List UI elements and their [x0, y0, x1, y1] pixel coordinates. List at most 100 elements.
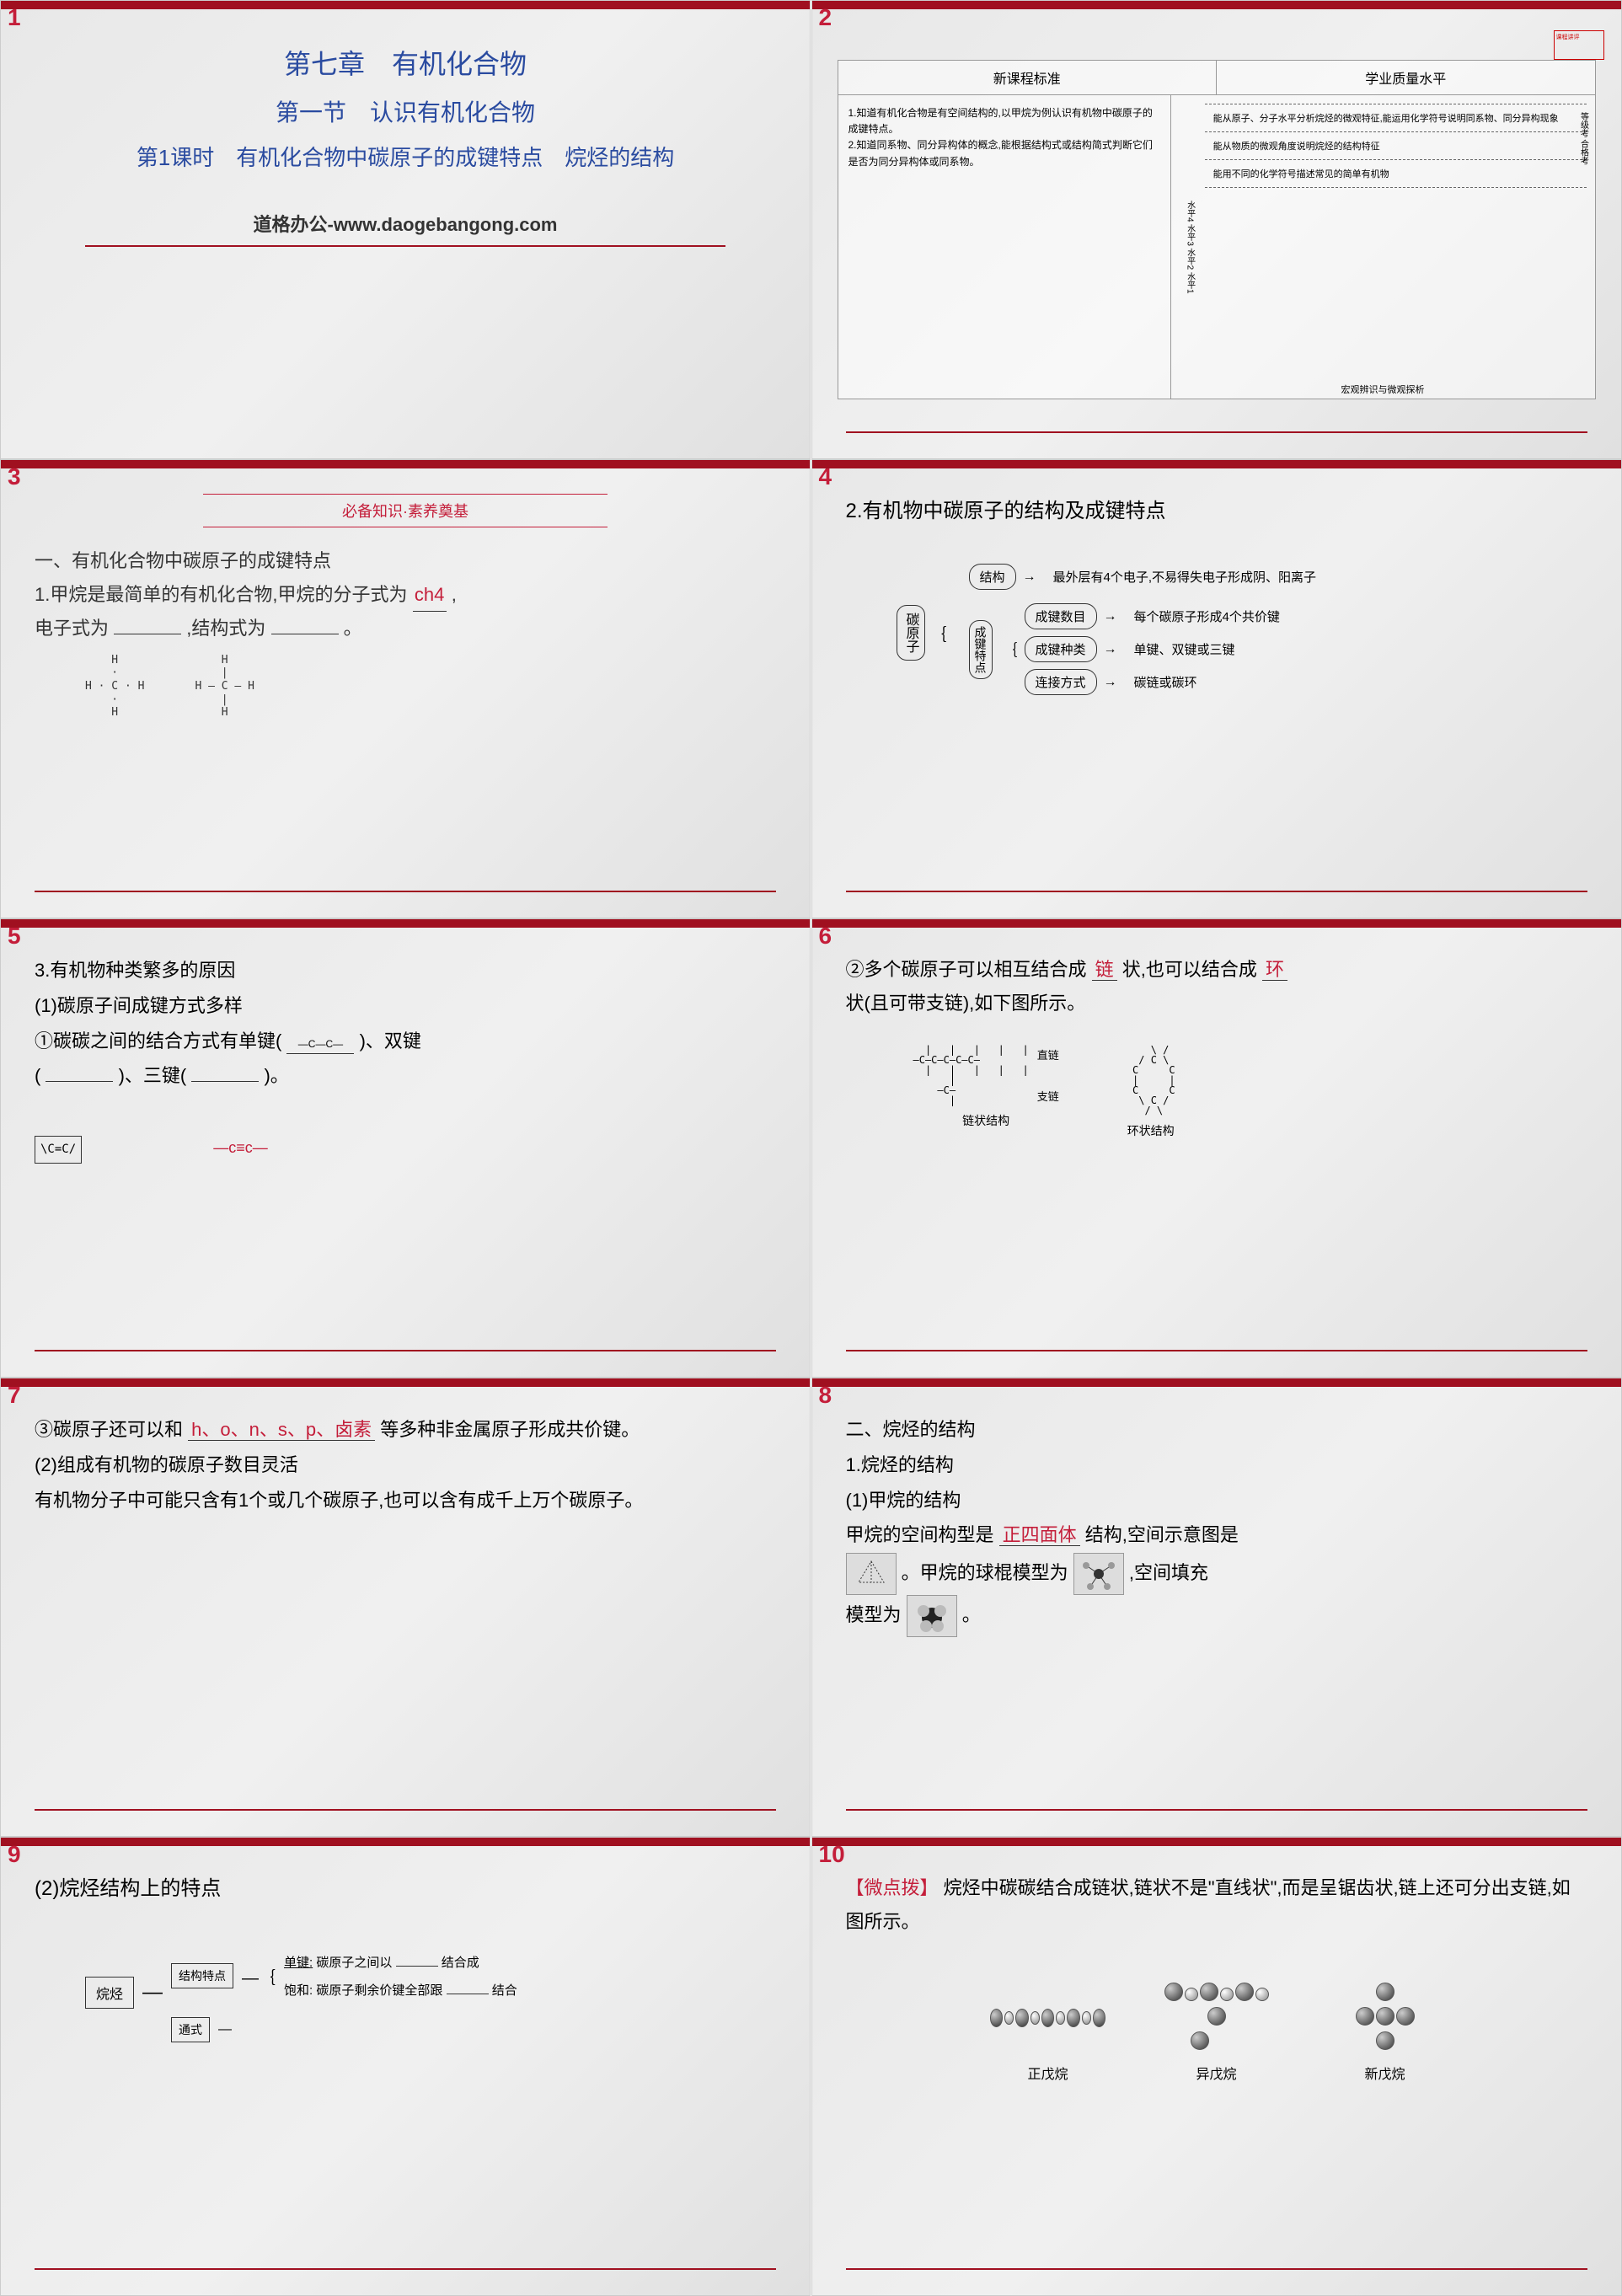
text: 碳原子之间以 [316, 1956, 392, 1970]
node-label: 连接方式 [1025, 669, 1097, 695]
blank [396, 1966, 438, 1967]
slide-content: ②多个碳原子可以相互结合成 链 状,也可以结合成 环 状(且可带支链),如下图所… [846, 953, 1587, 1343]
title: 3.有机物种类繁多的原因 [35, 953, 776, 988]
structural-formula: H | H — C — H | H [195, 654, 254, 720]
body-text: 3.有机物种类繁多的原因 (1)碳原子间成键方式多样 ①碳碳之间的结合方式有单键… [35, 953, 776, 1164]
slide-3: 3 必备知识·素养奠基 一、有机化合物中碳原子的成键特点 1.甲烷是最简单的有机… [0, 459, 811, 918]
isopentane-icon [1158, 1980, 1276, 2056]
bottom-line [35, 2268, 776, 2270]
line: 1.甲烷是最简单的有机化合物,甲烷的分子式为 ch4 , [35, 578, 776, 613]
molecule: 正戊烷 [989, 1980, 1107, 2083]
slide-content: 二、烷烃的结构 1.烷烃的结构 (1)甲烷的结构 甲烷的空间构型是 正四面体 结… [846, 1412, 1587, 1802]
slide-number: 2 [819, 4, 832, 31]
tree-diagram: 碳原子 ｛ 结构 → 最外层有4个电子,不易得失电子形成阴、阳离子 成键特点 ｛… [897, 557, 1587, 709]
line: ①碳碳之间的结合方式有单键( —C—C— )、双键 [35, 1024, 776, 1059]
sub-root: 成键特点 [969, 620, 993, 679]
section-title: 第一节 认识有机化合物 [35, 94, 776, 128]
answer: 环 [1262, 959, 1287, 981]
molecule: 异戊烷 [1158, 1980, 1276, 2083]
slide-5: 5 3.有机物种类繁多的原因 (1)碳原子间成键方式多样 ①碳碳之间的结合方式有… [0, 918, 811, 1378]
bracket-icon: —｛ [242, 1964, 276, 1988]
node-label: 成键数目 [1025, 603, 1097, 629]
lesson-title: 第1课时 有机化合物中碳原子的成键特点 烷烃的结构 [35, 141, 776, 176]
text: )、双键 [360, 1030, 421, 1052]
top-bar [812, 1838, 1621, 1846]
level-line: 能用不同的化学符号描述常见的简单有机物 [1205, 159, 1587, 187]
text: 烷烃中碳碳结合成链状,链状不是"直线状",而是呈锯齿状,链上还可分出支链,如图所… [846, 1877, 1571, 1932]
heading: 一、有机化合物中碳原子的成键特点 [35, 544, 776, 578]
top-bar [812, 1, 1621, 9]
body-text: ②多个碳原子可以相互结合成 链 状,也可以结合成 环 状(且可带支链),如下图所… [846, 953, 1587, 1020]
branch-item: 成键特点 ｛ 成键数目 → 每个碳原子形成4个共价键 成键种类 → 单键、双键或… [969, 597, 1317, 702]
molecule-label: 正戊烷 [989, 2063, 1107, 2083]
top-bar [1, 460, 810, 468]
tip-label: 【微点拨】 [846, 1877, 939, 1898]
structure-label: 环状结构 [1127, 1122, 1175, 1139]
molecule-label: 异戊烷 [1158, 2063, 1276, 2083]
body-text: 一、有机化合物中碳原子的成键特点 1.甲烷是最简单的有机化合物,甲烷的分子式为 … [35, 544, 776, 720]
bottom-line [846, 891, 1587, 892]
text: 等多种非金属原子形成共价键。 [380, 1419, 640, 1440]
structure-diagrams: | | | | | —C—C—C—C—C— | | | | | | —C— | … [913, 1045, 1587, 1139]
slide-1: 1 第七章 有机化合物 第一节 认识有机化合物 第1课时 有机化合物中碳原子的成… [0, 0, 811, 459]
structure-images: H · H · C · H · H H | H — C — H | H [85, 654, 776, 720]
node-desc: 每个碳原子形成4个共价键 [1134, 607, 1280, 625]
body-text: 二、烷烃的结构 1.烷烃的结构 (1)甲烷的结构 甲烷的空间构型是 正四面体 结… [846, 1412, 1587, 1637]
bottom-label: 宏观辨识与微观探析 [1341, 383, 1425, 396]
ring-diagram: \ / / C \ C C | | C C \ C / / \ [1127, 1045, 1175, 1116]
text: 状,也可以结合成 [1122, 959, 1257, 980]
text: ②多个碳原子可以相互结合成 [846, 959, 1087, 980]
line-icon: — [142, 1981, 163, 2004]
top-bar [812, 460, 1621, 468]
bracket-icon: ｛ [1003, 639, 1018, 661]
blank: ch4 [413, 578, 447, 613]
text: 。甲烷的球棍模型为 [902, 1562, 1068, 1583]
text: 1.甲烷是最简单的有机化合物,甲烷的分子式为 [35, 584, 407, 605]
level-labels: 水平4 水平3 水平2 水平1 [1176, 104, 1196, 391]
text: 结构,空间示意图是 [1085, 1524, 1239, 1545]
text: 结合 [492, 1983, 517, 1998]
quality-levels: 水平4 水平3 水平2 水平1 能从原子、分子水平分析烷烃的微观特征,能运用化学… [1171, 95, 1595, 399]
text: 单键: [284, 1956, 313, 1970]
text: ,结构式为 [186, 618, 265, 639]
chapter-title: 第七章 有机化合物 [35, 43, 776, 82]
slide-grid: 1 第七章 有机化合物 第一节 认识有机化合物 第1课时 有机化合物中碳原子的成… [0, 0, 1622, 2296]
line: 。甲烷的球棍模型为 ,空间填充 [846, 1553, 1587, 1595]
line: 模型为 。 [846, 1595, 1587, 1637]
top-bar [812, 919, 1621, 928]
line: ( )、三键( )。 [35, 1058, 776, 1094]
level-line: 能从物质的微观角度说明烷烃的结构特征 [1205, 131, 1587, 159]
text: 状(且可带支链),如下图所示。 [846, 987, 1587, 1020]
branches: 结构特点 —｛ 单键: 碳原子之间以 结合成 饱和: 碳原子剩余价键全部跟 [171, 1943, 517, 2042]
branches: 结构 → 最外层有4个电子,不易得失电子形成阴、阳离子 成键特点 ｛ 成键数目 … [969, 557, 1317, 709]
electron-formula: H · H · C · H · H [85, 654, 144, 720]
bottom-line [35, 1809, 776, 1811]
arrow-icon: → [1104, 675, 1117, 690]
slide-content: 必备知识·素养奠基 一、有机化合物中碳原子的成键特点 1.甲烷是最简单的有机化合… [35, 494, 776, 884]
bottom-line [846, 1350, 1587, 1351]
text: 饱和: [284, 1983, 313, 1998]
slide-number: 8 [819, 1382, 832, 1409]
top-bar [1, 1838, 810, 1846]
triple-bond: —c≡c— [213, 1133, 268, 1162]
top-bar [1, 919, 810, 928]
blank [191, 1081, 259, 1082]
body-text: ③碳原子还可以和 h、o、n、s、p、卤素 等多种非金属原子形成共价键。 (2)… [35, 1412, 776, 1517]
answer: 正四面体 [999, 1524, 1080, 1546]
slide-content: (2)烷烃结构上的特点 烷烃 — 结构特点 —｛ 单键: 碳原子之间以 结合成 [35, 1871, 776, 2261]
node-desc: 最外层有4个电子,不易得失电子形成阴、阳离子 [1053, 568, 1317, 586]
slide-number: 4 [819, 463, 832, 490]
level-line [1205, 187, 1587, 201]
bracket-icon: ｛ [930, 621, 947, 645]
body-text: 【微点拨】 烷烃中碳碳结合成链状,链状不是"直线状",而是呈锯齿状,链上还可分出… [846, 1871, 1587, 1938]
header-left: 新课程标准 [838, 61, 1218, 94]
level-lines: 能从原子、分子水平分析烷烃的微观特征,能运用化学符号说明同系物、同分异构现象 能… [1205, 104, 1587, 201]
text: ③碳原子还可以和 [35, 1419, 183, 1440]
chain-row: | | | | | —C—C—C—C—C— | | | | | | —C— | … [913, 1045, 1059, 1105]
ball-stick-model-icon [1073, 1553, 1124, 1595]
subtitle: (1)碳原子间成键方式多样 [35, 988, 776, 1024]
blank [46, 1081, 113, 1082]
sub-lines: 单键: 碳原子之间以 结合成 饱和: 碳原子剩余价键全部跟 结合 [284, 1943, 517, 2009]
top-bar [1, 1378, 810, 1387]
arrow-icon: → [1104, 609, 1117, 624]
